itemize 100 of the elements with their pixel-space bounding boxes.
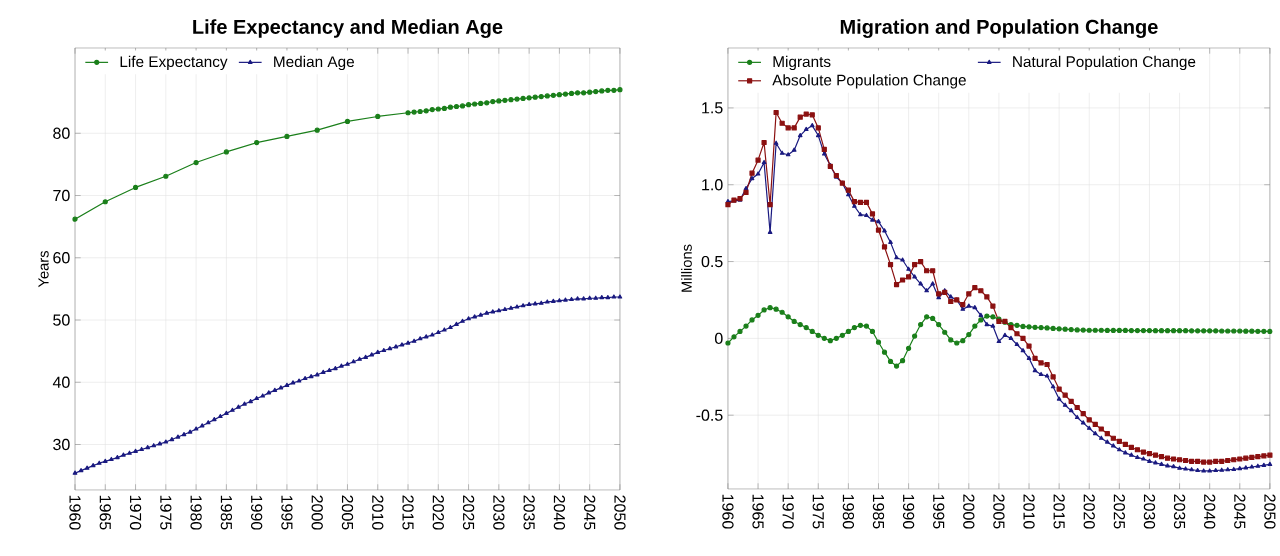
- point: [423, 108, 429, 114]
- x-tick-label: 2035: [523, 495, 535, 530]
- x-tick-label: 2000: [963, 494, 975, 529]
- x-tick-label: 2015: [1053, 494, 1065, 529]
- point: [465, 102, 472, 108]
- point: [254, 140, 260, 146]
- point: [611, 87, 617, 93]
- point: [484, 100, 490, 106]
- point: [453, 103, 460, 110]
- point: [344, 118, 351, 125]
- x-tick-label: 1980: [190, 495, 202, 530]
- x-tick-label: 1990: [251, 495, 263, 530]
- legend-label: Life Expectancy: [120, 55, 228, 71]
- x-tick-label: 1975: [160, 495, 172, 530]
- point: [459, 103, 466, 109]
- x-tick-label: 1995: [933, 494, 945, 529]
- x-tick-label: 2030: [493, 495, 505, 530]
- point: [544, 93, 550, 99]
- x-tick-label: 2050: [1264, 494, 1276, 529]
- x-tick-label: 2050: [614, 495, 626, 530]
- x-tick-label: 2000: [311, 495, 323, 530]
- x-tick-label: 1970: [129, 495, 142, 530]
- x-tick-label: 2025: [462, 495, 475, 530]
- y-tick-label: 1.5: [702, 102, 723, 114]
- x-tick-label: 1990: [902, 494, 915, 529]
- x-tick-label: 2010: [1023, 494, 1035, 529]
- y-tick-label: 30: [53, 438, 70, 451]
- point: [508, 97, 514, 103]
- point: [411, 109, 417, 115]
- point: [581, 90, 587, 96]
- point: [605, 87, 611, 93]
- y-tick-label: 70: [53, 189, 70, 202]
- y-axis-title: Millions: [681, 244, 692, 292]
- y-tick-label: 0.5: [701, 255, 723, 268]
- y-tick-label: 80: [53, 127, 70, 139]
- point: [429, 107, 435, 113]
- point: [574, 90, 581, 96]
- x-tick-label: 2010: [372, 495, 384, 530]
- point: [593, 89, 599, 95]
- x-tick-label: 2020: [1083, 494, 1095, 529]
- x-tick-label: 2045: [584, 495, 596, 530]
- point: [472, 101, 478, 107]
- x-tick-label: 1995: [281, 495, 293, 530]
- point: [599, 88, 605, 94]
- legend-label: Natural Population Change: [1013, 55, 1196, 71]
- x-tick-label: 2005: [993, 494, 1005, 529]
- point: [163, 173, 169, 179]
- point: [526, 95, 532, 101]
- point: [102, 199, 108, 205]
- y-tick-label: 0: [714, 332, 723, 345]
- y-tick-label: -0.5: [696, 409, 723, 421]
- point: [520, 95, 526, 102]
- point: [284, 133, 290, 140]
- point: [538, 93, 544, 100]
- x-tick-label: 2030: [1143, 494, 1156, 529]
- legend-label: Median Age: [274, 55, 354, 71]
- x-tick-label: 2005: [341, 495, 354, 530]
- y-tick-label: 50: [53, 314, 70, 326]
- y-tick-label: 60: [53, 252, 70, 264]
- y-axis-title: Years: [38, 251, 49, 288]
- point: [72, 216, 78, 222]
- y-tick-label: 40: [52, 376, 70, 388]
- x-tick-label: 2020: [432, 495, 444, 530]
- x-tick-label: 2040: [1204, 494, 1216, 529]
- x-tick-label: 1980: [842, 494, 855, 529]
- x-tick-label: 2040: [553, 495, 566, 530]
- x-tick-label: 1985: [220, 495, 233, 530]
- point: [441, 105, 447, 112]
- point: [562, 91, 569, 97]
- chart-title: Life Expectancy and Median Age: [193, 19, 503, 38]
- x-tick-label: 1975: [812, 494, 824, 529]
- x-tick-label: 2035: [1173, 494, 1186, 529]
- point: [193, 159, 199, 166]
- x-tick-label: 1970: [782, 494, 794, 529]
- point: [617, 87, 623, 93]
- point: [435, 106, 441, 112]
- point: [405, 110, 411, 116]
- x-tick-label: 1960: [722, 494, 734, 529]
- point: [587, 89, 593, 95]
- point: [556, 92, 562, 98]
- point: [375, 113, 381, 120]
- x-tick-label: 2015: [402, 495, 414, 530]
- y-tick-label: 1.0: [702, 179, 723, 191]
- legend-label: Migrants: [773, 55, 831, 71]
- point: [502, 97, 508, 103]
- x-tick-label: 1985: [872, 494, 885, 529]
- legend-label: Absolute Population Change: [772, 74, 966, 89]
- point: [417, 108, 423, 115]
- point: [490, 98, 496, 105]
- point: [314, 127, 320, 133]
- chart-title: Migration and Population Change: [840, 19, 1158, 38]
- x-tick-label: 2045: [1234, 494, 1246, 529]
- point: [514, 96, 520, 102]
- point: [550, 92, 556, 98]
- point: [447, 104, 454, 110]
- point: [568, 90, 575, 97]
- point: [496, 98, 502, 104]
- x-tick-label: 1965: [99, 495, 111, 530]
- point: [132, 184, 139, 191]
- point: [532, 94, 538, 100]
